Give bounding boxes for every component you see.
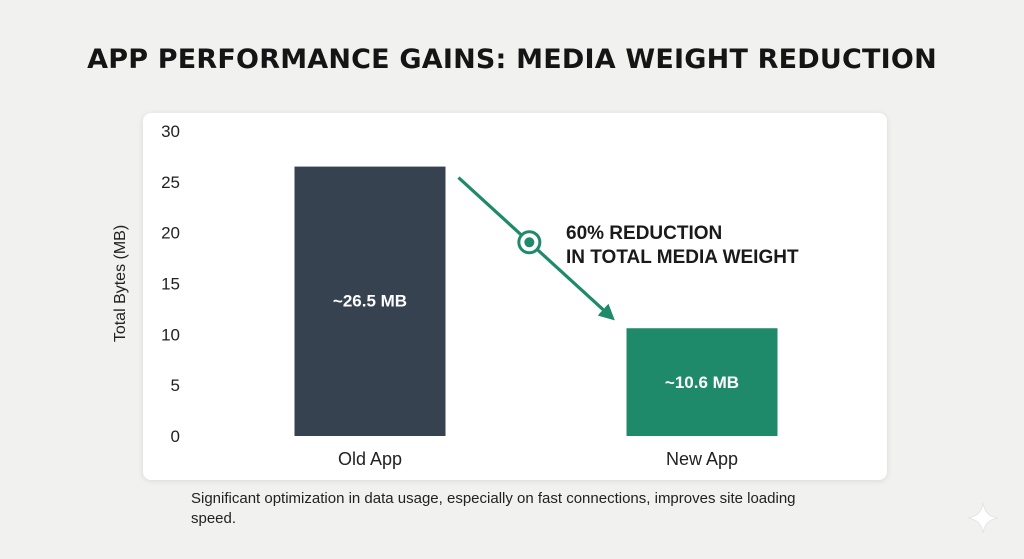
x-tick-label: New App [666,449,738,469]
chart-caption: Significant optimization in data usage, … [191,490,796,527]
y-tick-label: 10 [161,325,180,344]
y-axis-label: Total Bytes (MB) [112,225,129,342]
y-tick-label: 0 [171,427,180,446]
annotation-label-line: IN TOTAL MEDIA WEIGHT [566,247,799,268]
y-tick-label: 5 [171,376,180,395]
x-tick-label: Old App [338,449,402,469]
annotation-marker-dot [524,237,535,248]
y-tick-label: 30 [161,122,180,141]
chart-title: APP PERFORMANCE GAINS: MEDIA WEIGHT REDU… [87,44,937,75]
y-tick-label: 20 [161,224,180,243]
bar-old-app [294,166,446,437]
y-tick-label: 25 [161,173,180,192]
sparkle-icon [967,502,999,534]
bar-data-label: ~10.6 MB [665,373,739,392]
bar-new-app [626,328,778,436]
y-tick-label: 15 [161,275,180,294]
bar-data-label: ~26.5 MB [333,291,407,310]
annotation-label-line: 60% REDUCTION [566,223,722,244]
